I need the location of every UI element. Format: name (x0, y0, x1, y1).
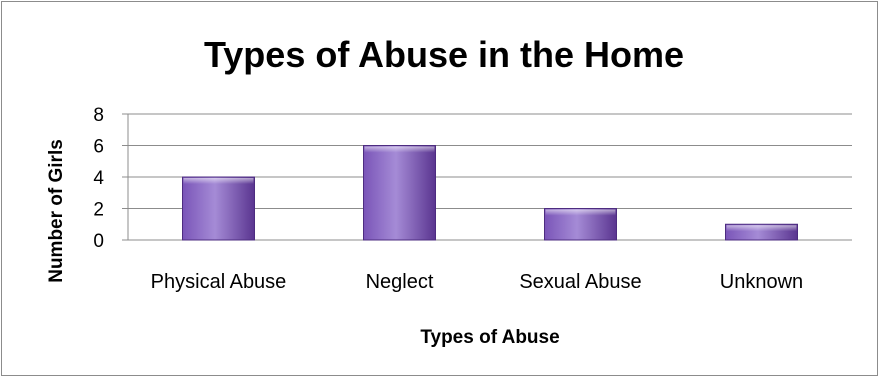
y-tick-label: 2 (93, 200, 104, 221)
y-tick-label: 0 (93, 231, 104, 252)
x-category-label: Neglect (366, 271, 434, 293)
y-tick-label: 4 (93, 168, 104, 189)
bar (182, 176, 255, 241)
chart-title: Types of Abuse in the Home (204, 34, 684, 75)
bar (363, 145, 436, 241)
y-axis-ticks: 0 2 4 6 8 (93, 105, 104, 252)
x-axis-title: Types of Abuse (420, 327, 559, 348)
x-category-label: Sexual Abuse (519, 271, 641, 293)
bar-highlight (726, 225, 797, 232)
bar (544, 208, 617, 241)
bar-highlight (183, 178, 254, 184)
y-axis-title: Number of Girls (46, 139, 67, 283)
bar-highlight (364, 146, 435, 153)
y-tick-label: 8 (93, 105, 104, 126)
x-category-label: Physical Abuse (151, 271, 287, 293)
bars (182, 145, 798, 241)
x-axis-categories: Physical Abuse Neglect Sexual Abuse Unknown (151, 271, 804, 293)
x-category-label: Unknown (720, 271, 803, 293)
bar-body (363, 145, 436, 241)
bar-highlight (545, 209, 616, 216)
bar (725, 223, 798, 241)
bar-body (182, 176, 255, 241)
y-tick-label: 6 (93, 137, 104, 158)
